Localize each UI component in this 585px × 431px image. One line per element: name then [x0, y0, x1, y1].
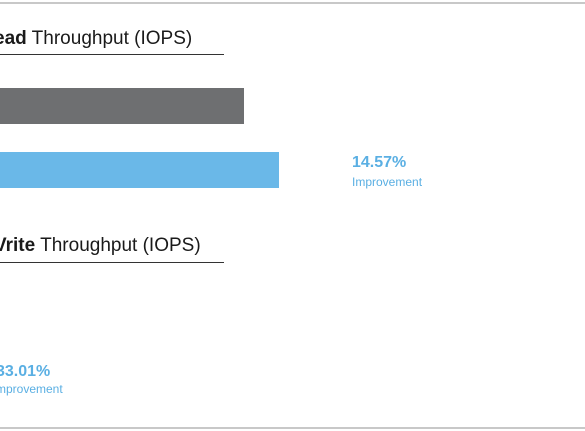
read-baseline-bar [0, 88, 244, 124]
read-improvement-label: Improvement [352, 175, 423, 189]
read-improved-bar [0, 152, 279, 188]
write-improvement-percent: 33.01% [0, 363, 51, 380]
write-title-bold: Vrite [0, 235, 36, 256]
write-improvement-label: mprovement [0, 382, 63, 396]
write-throughput-title: Vrite Throughput (IOPS) [0, 235, 201, 257]
write-title-underline [0, 262, 224, 263]
read-title-underline [0, 54, 224, 55]
read-title-rest: Throughput (IOPS) [26, 28, 193, 49]
read-title-bold: ead [0, 28, 27, 49]
read-throughput-title: ead Throughput (IOPS) [0, 28, 192, 50]
frame-bottom-border [0, 427, 585, 429]
write-title-rest: Throughput (IOPS) [35, 235, 201, 256]
frame-top-border [0, 2, 585, 4]
read-improvement-percent: 14.57% [352, 154, 407, 171]
